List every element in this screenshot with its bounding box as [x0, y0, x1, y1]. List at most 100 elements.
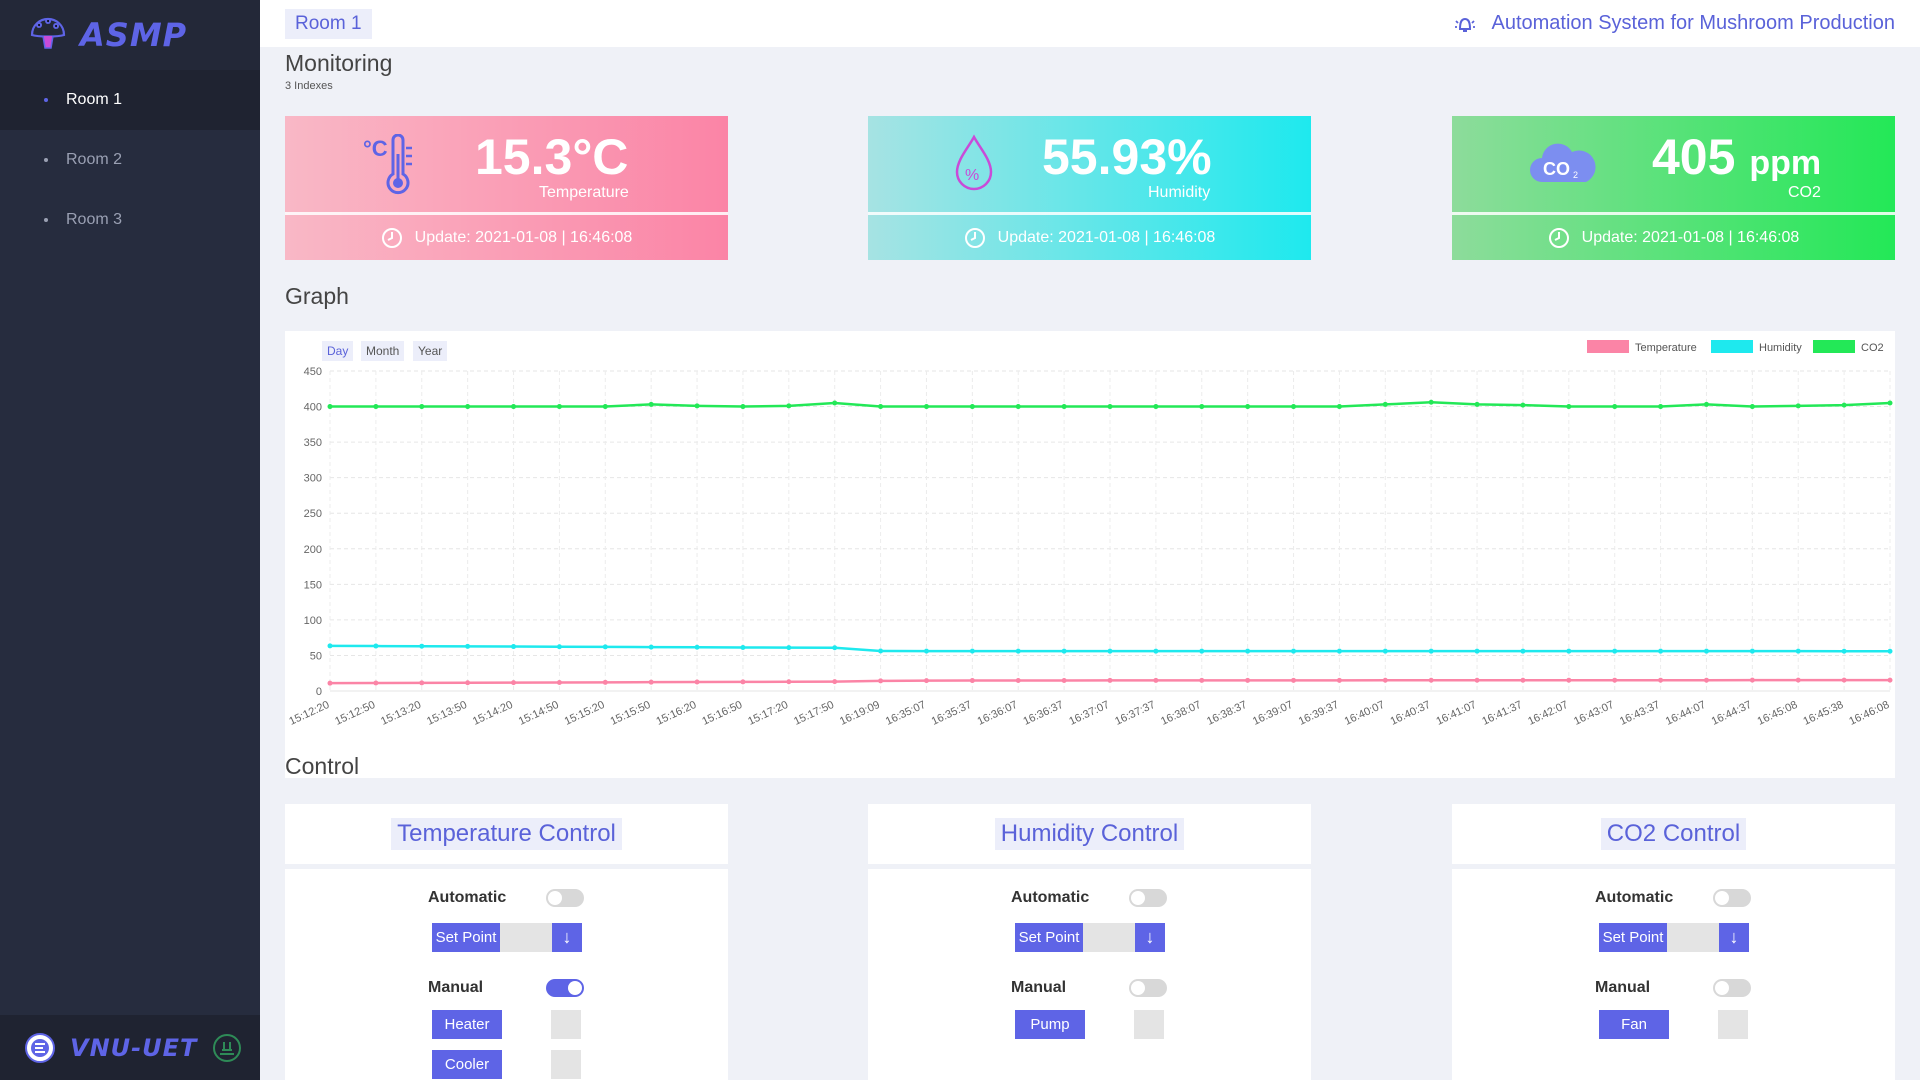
co2-manual-toggle[interactable]	[1713, 979, 1751, 997]
data-point	[602, 404, 608, 410]
data-point	[419, 643, 425, 649]
data-point	[878, 678, 884, 684]
pump-checkbox[interactable]	[1134, 1010, 1164, 1039]
x-tick-label: 16:36:07	[976, 699, 1020, 728]
y-tick-label: 250	[304, 508, 322, 520]
sidebar-item-room-2[interactable]: Room 2	[0, 130, 260, 190]
monitoring-subtitle: 3 Indexes	[285, 80, 333, 92]
data-point	[648, 401, 654, 407]
x-tick-label: 16:40:07	[1343, 699, 1387, 728]
temperature-manual-toggle[interactable]	[546, 979, 584, 997]
arrow-down-icon[interactable]: ↓	[1135, 923, 1165, 952]
data-point	[1245, 677, 1251, 683]
data-point	[1841, 677, 1847, 683]
x-tick-label: 16:42:07	[1526, 699, 1570, 728]
sidebar-item-room-3[interactable]: Room 3	[0, 190, 260, 250]
arrow-down-icon[interactable]: ↓	[552, 923, 582, 952]
top-bar: Room 1 Automation System for Mushroom Pr…	[260, 0, 1920, 47]
data-point	[419, 404, 425, 410]
data-point	[1107, 648, 1113, 654]
manual-label: Manual	[1011, 979, 1067, 996]
x-tick-label: 16:46:08	[1847, 699, 1891, 728]
data-point	[1612, 677, 1618, 683]
temperature-control-panel: Temperature Control Automatic Set Point …	[285, 804, 728, 1080]
data-point	[1795, 677, 1801, 683]
manual-label: Manual	[428, 979, 484, 996]
co2-setpoint-input[interactable]	[1667, 923, 1719, 952]
arrow-down-icon[interactable]: ↓	[1719, 923, 1749, 952]
data-point	[465, 680, 471, 686]
x-tick-label: 16:38:37	[1205, 699, 1249, 728]
cooler-button[interactable]: Cooler	[432, 1050, 502, 1079]
data-point	[1749, 404, 1755, 410]
humidity-manual-toggle[interactable]	[1129, 979, 1167, 997]
data-point	[1887, 677, 1893, 683]
data-point	[1199, 404, 1205, 410]
data-point	[832, 645, 838, 651]
data-point	[465, 643, 471, 649]
university-logo-icon	[25, 1032, 55, 1063]
legend-label: Humidity	[1759, 342, 1802, 354]
cooler-checkbox[interactable]	[551, 1050, 581, 1079]
temperature-setpoint-button[interactable]: Set Point	[432, 923, 500, 952]
data-point	[740, 644, 746, 650]
range-day-button[interactable]: Day	[322, 341, 354, 361]
temperature-automatic-toggle[interactable]	[546, 889, 584, 907]
humidity-drop-icon: %	[955, 134, 993, 191]
data-point	[1795, 648, 1801, 654]
x-tick-label: 16:38:07	[1159, 699, 1203, 728]
data-point	[1336, 648, 1342, 654]
automatic-label: Automatic	[428, 889, 507, 906]
data-point	[1658, 677, 1664, 683]
temperature-setpoint-input[interactable]	[500, 923, 552, 952]
x-tick-label: 16:41:37	[1480, 699, 1524, 728]
data-point	[1612, 648, 1618, 654]
brand[interactable]: ASMP	[0, 0, 260, 70]
y-tick-label: 100	[304, 615, 322, 627]
data-point	[556, 644, 562, 650]
data-point	[511, 680, 517, 686]
sidebar-item-room-1[interactable]: Room 1	[0, 70, 260, 130]
pump-button[interactable]: Pump	[1015, 1010, 1085, 1039]
humidity-automatic-toggle[interactable]	[1129, 889, 1167, 907]
humidity-setpoint-button[interactable]: Set Point	[1015, 923, 1083, 952]
room-tab[interactable]: Room 1	[285, 8, 372, 39]
heater-button[interactable]: Heater	[432, 1010, 502, 1039]
clock-icon	[1548, 227, 1569, 248]
heater-checkbox[interactable]	[551, 1010, 581, 1039]
data-point	[923, 648, 929, 654]
clock-icon	[964, 227, 985, 248]
fan-button[interactable]: Fan	[1599, 1010, 1669, 1039]
co2-update-time: Update: 2021-01-08 | 16:46:08	[1581, 228, 1800, 246]
co2-automatic-toggle[interactable]	[1713, 889, 1751, 907]
data-point	[1153, 404, 1159, 410]
humidity-setpoint-input[interactable]	[1083, 923, 1135, 952]
data-point	[1061, 404, 1067, 410]
legend-label: CO2	[1861, 342, 1884, 354]
sidebar-item-label: Room 3	[66, 211, 123, 228]
data-point	[1199, 677, 1205, 683]
fan-checkbox[interactable]	[1718, 1010, 1748, 1039]
data-point	[1336, 677, 1342, 683]
range-month-button[interactable]: Month	[361, 341, 405, 361]
data-point	[786, 679, 792, 685]
data-point	[327, 643, 333, 649]
co2-value: 405 ppm	[1652, 128, 1821, 186]
co2-setpoint-button[interactable]: Set Point	[1599, 923, 1667, 952]
automatic-label: Automatic	[1011, 889, 1090, 906]
svg-text:%: %	[965, 167, 979, 184]
sidebar: ASMP Room 1 Room 2 Room 3 VNU-UET	[0, 0, 260, 1080]
svg-text:2: 2	[1573, 170, 1578, 180]
data-point	[1841, 402, 1847, 408]
range-year-button[interactable]: Year	[413, 341, 448, 361]
data-point	[1428, 677, 1434, 683]
data-point	[373, 404, 379, 410]
data-point	[923, 678, 929, 684]
svg-text:CO: CO	[1543, 159, 1570, 179]
data-point	[1153, 677, 1159, 683]
y-tick-label: 350	[304, 437, 322, 449]
co2-control-title: CO2 Control	[1600, 818, 1747, 850]
x-tick-label: 16:35:07	[884, 699, 928, 728]
legend-swatch	[1711, 340, 1753, 353]
data-point	[694, 644, 700, 650]
